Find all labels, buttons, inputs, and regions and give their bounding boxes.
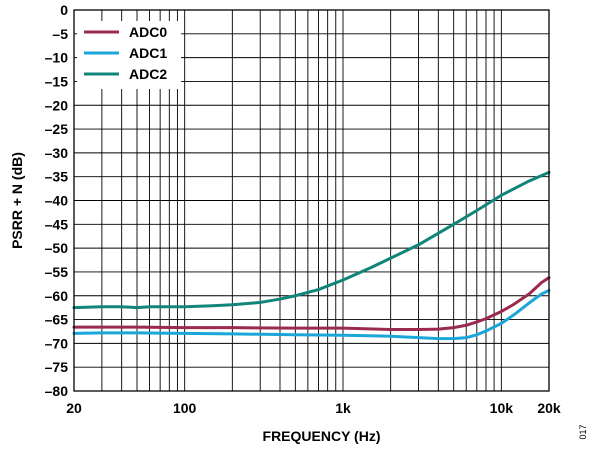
y-tick-label: –45 [45,216,69,232]
y-tick-label: –65 [45,312,69,328]
y-tick-label: –35 [45,169,69,185]
y-tick-label: –75 [45,359,69,375]
legend: ADC0 ADC1 ADC2 [84,24,167,82]
series-lines [72,170,551,341]
y-tick-label: –20 [45,97,69,113]
y-tick-label: 0 [60,2,68,18]
y-axis-ticks: 0 –5 –10 –15 –20 –25 –30 –35 –40 –45 –50 –55 –60 –65 –… [45,2,69,399]
y-axis-title: PSRR + N (dB) [9,152,25,249]
y-tick-label: –25 [45,121,69,137]
y-tick-label: –80 [45,383,69,399]
x-axis-title: FREQUENCY (Hz) [263,428,381,444]
y-tick-label: –10 [45,50,69,66]
legend-label-adc2: ADC2 [129,66,167,82]
y-tick-label: –50 [45,240,69,256]
legend-label-adc0: ADC0 [129,24,167,40]
y-tick-label: –55 [45,264,69,280]
y-tick-label: –30 [45,145,69,161]
x-axis-ticks: 20 100 1k 10k 20k [66,400,561,416]
y-tick-label: –60 [45,288,69,304]
series-line-adc1 [72,289,551,341]
plot-frame [73,9,550,392]
x-tick-label: 1k [335,400,351,416]
x-tick-label: 10k [490,400,514,416]
series-line-adc0 [72,276,551,332]
series-line-adc2 [72,170,551,310]
x-tick-label: 100 [173,400,197,416]
y-tick-label: –15 [45,73,69,89]
y-tick-label: –40 [45,193,69,209]
y-tick-label: –5 [52,26,68,42]
x-tick-label: 20k [537,400,561,416]
x-tick-label: 20 [66,400,82,416]
figure-id: 017 [578,424,588,439]
legend-label-adc1: ADC1 [129,45,167,61]
y-tick-label: –70 [45,335,69,351]
